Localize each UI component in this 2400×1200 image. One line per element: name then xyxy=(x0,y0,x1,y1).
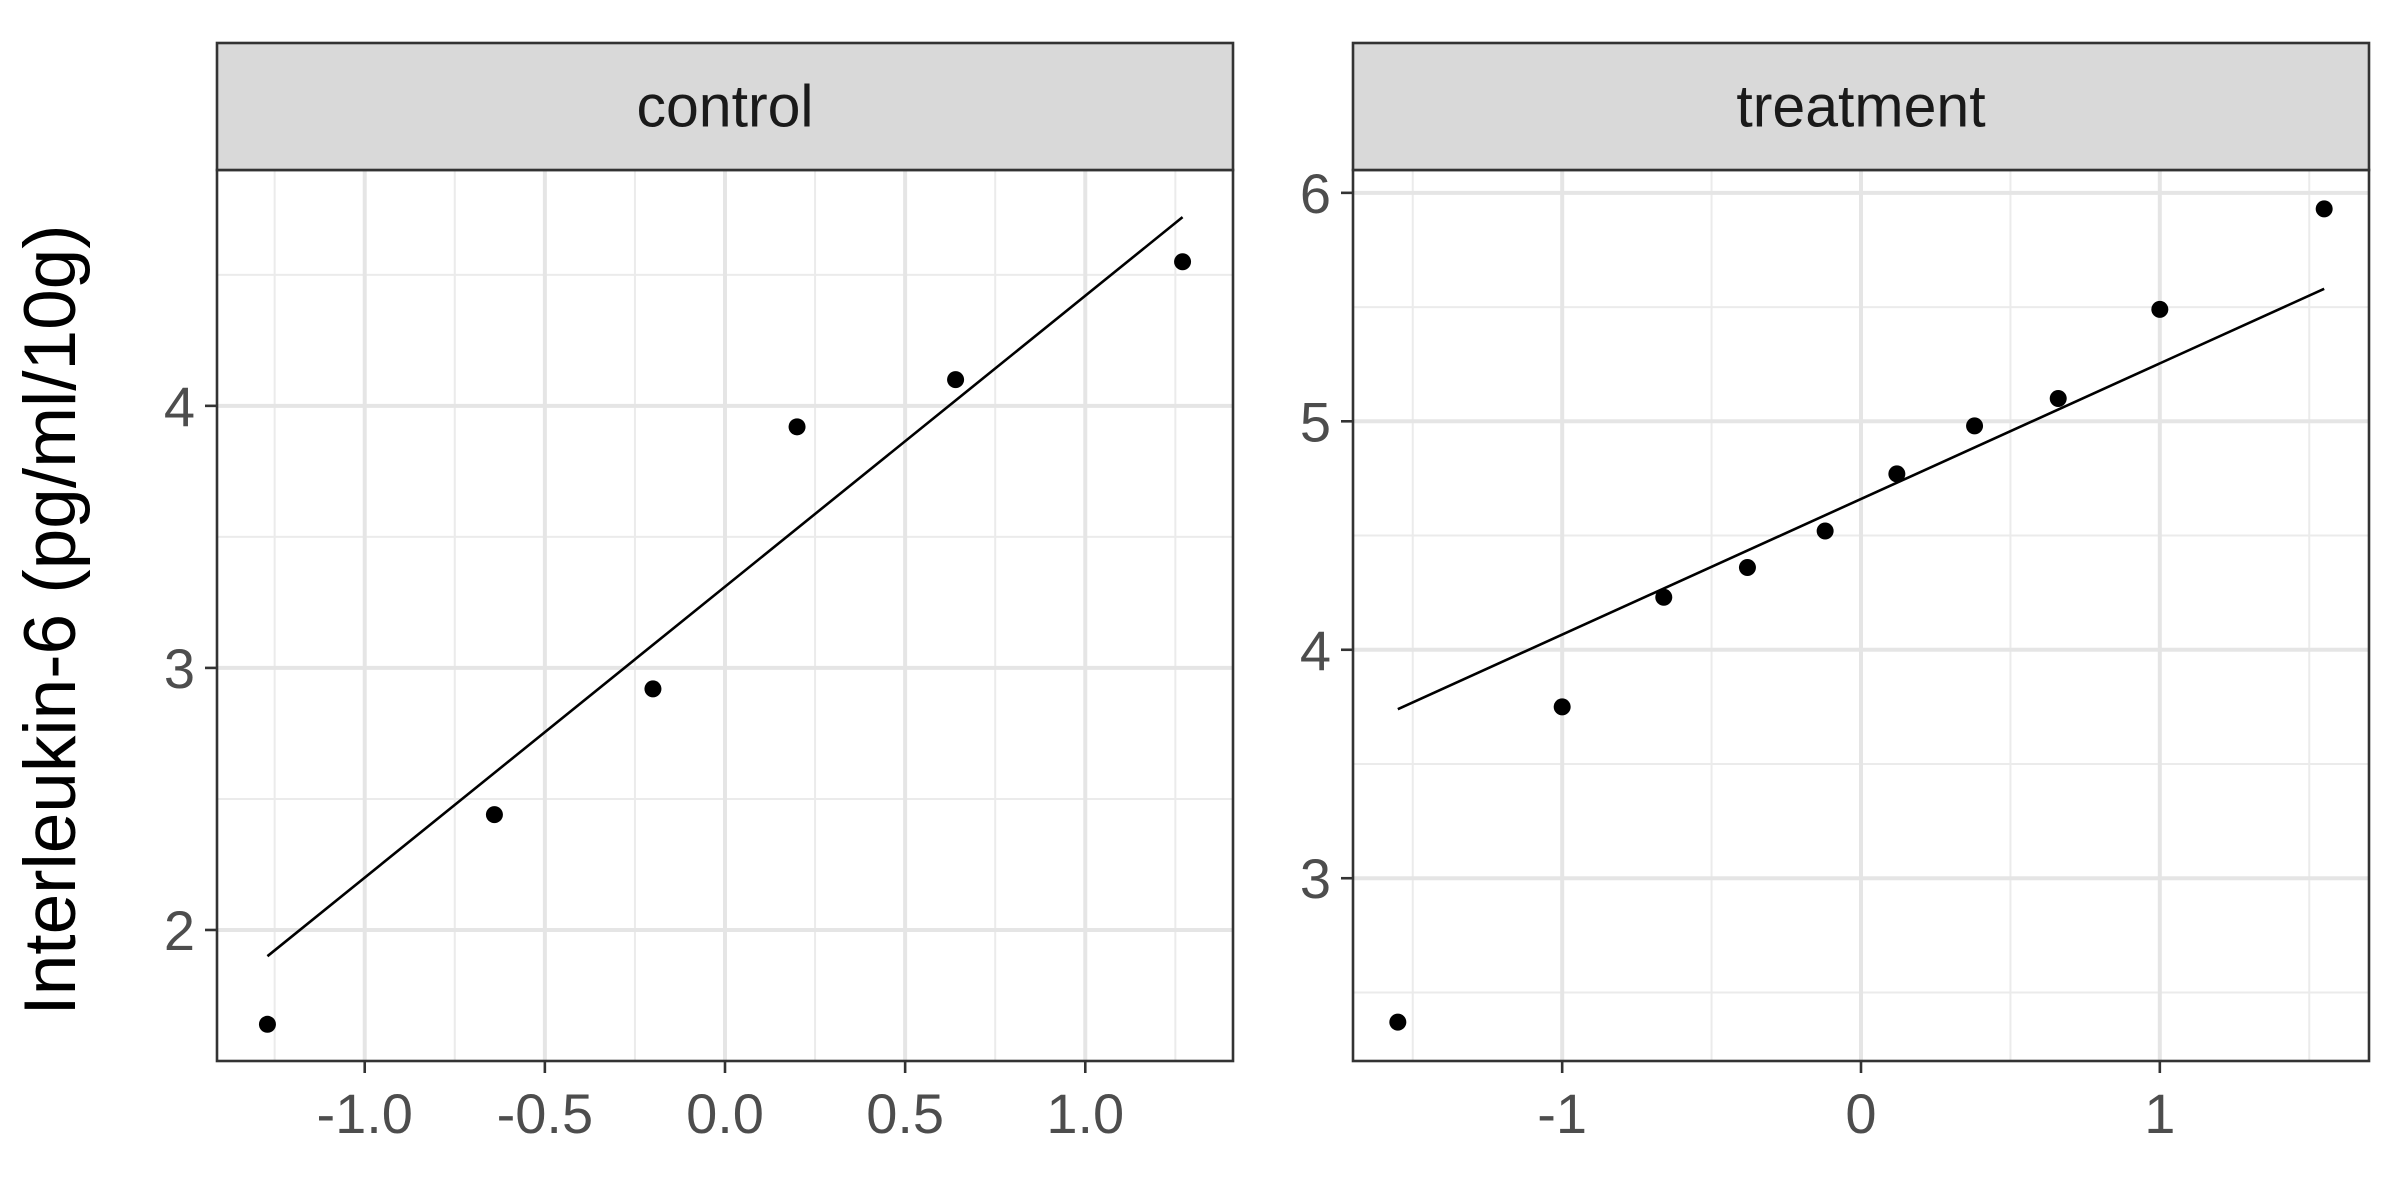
data-point xyxy=(644,680,662,698)
data-point xyxy=(2315,200,2333,218)
y-tick-label: 3 xyxy=(1300,847,1331,910)
data-point xyxy=(788,418,806,436)
facet-strip xyxy=(215,41,1235,172)
qq-reference-line xyxy=(266,216,1184,958)
data-point xyxy=(1888,465,1906,483)
y-tick-label: 3 xyxy=(164,637,195,700)
data-point xyxy=(1966,417,1984,435)
data-point xyxy=(1553,698,1571,716)
facet-label-treatment: treatment xyxy=(1736,74,1985,140)
y-tick-label: 4 xyxy=(1300,619,1331,682)
data-point xyxy=(1655,588,1673,606)
facet-label-control: control xyxy=(636,74,813,140)
x-tick-label: 1 xyxy=(2144,1082,2175,1145)
x-tick-label: 1.0 xyxy=(1046,1082,1124,1145)
facet-panels: control 2 3 4 -1.0 -0.5 0.0 0.5 1.0 treatment 3 4 5 6… xyxy=(164,41,2371,1145)
x-tick-label: -1.0 xyxy=(316,1082,413,1145)
x-tick-label: 0.5 xyxy=(866,1082,944,1145)
y-tick-label: 2 xyxy=(164,899,195,962)
data-point xyxy=(1389,1013,1407,1031)
x-tick-label: -1 xyxy=(1537,1082,1587,1145)
data-point xyxy=(258,1015,276,1033)
y-tick-label: 5 xyxy=(1300,390,1331,453)
y-tick-label: 6 xyxy=(1300,162,1331,225)
panel-control: control 2 3 4 -1.0 -0.5 0.0 0.5 1.0 xyxy=(164,41,1235,1145)
data-point xyxy=(1174,253,1192,271)
data-point xyxy=(947,371,965,389)
y-axis-title: Interleukin-6 (pg/ml/10g) xyxy=(10,224,91,1015)
data-point xyxy=(2151,300,2169,318)
y-tick-label: 4 xyxy=(164,375,195,438)
data-point xyxy=(1816,522,1834,540)
data-point xyxy=(485,806,503,824)
x-tick-label: 0.0 xyxy=(686,1082,764,1145)
x-tick-label: 0 xyxy=(1845,1082,1876,1145)
panel-treatment: treatment 3 4 5 6 -1 0 1 xyxy=(1300,41,2371,1145)
data-point xyxy=(2049,389,2067,407)
facet-strip xyxy=(1351,41,2371,172)
qq-reference-line xyxy=(1397,287,2325,711)
data-point xyxy=(1738,559,1756,577)
x-tick-label: -0.5 xyxy=(497,1082,594,1145)
